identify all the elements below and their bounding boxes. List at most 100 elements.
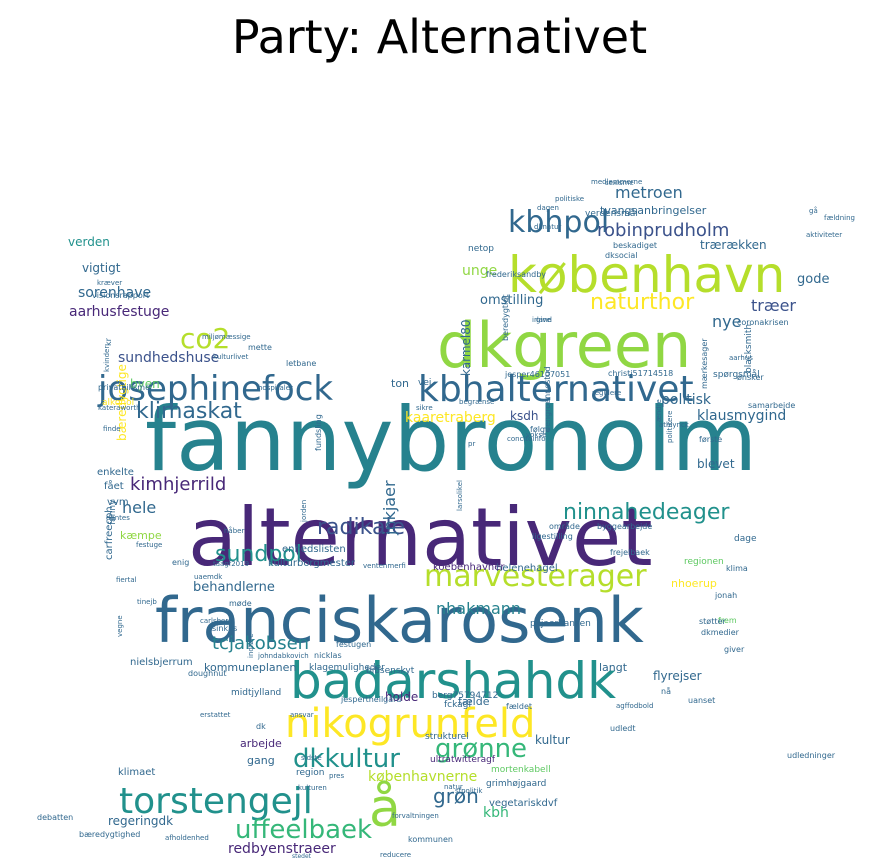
word-5: københavn — [508, 246, 785, 304]
word-83: pkjaerhansen — [530, 619, 591, 629]
word-45: vigtigt — [82, 261, 121, 275]
word-106: beredygtigt — [501, 295, 510, 342]
word-126: letbane — [286, 359, 316, 368]
word-61: langt — [599, 661, 628, 674]
word-140: uaemdk — [194, 573, 223, 581]
word-18: sundpol — [215, 542, 302, 567]
word-158: sidste — [301, 754, 322, 762]
word-8: josephinefock — [97, 369, 333, 409]
word-82: berg75794712 — [432, 691, 498, 701]
word-143: møde — [229, 599, 252, 608]
word-36: aarhusfestuge — [69, 304, 169, 320]
word-113: sexisme — [605, 179, 634, 187]
word-50: karmel80 — [459, 320, 473, 377]
word-27: kimhjerrild — [130, 474, 226, 495]
word-132: kvinder — [103, 346, 111, 372]
word-112: politiske — [555, 195, 584, 203]
word-180: ændre — [655, 399, 663, 422]
word-25: nye — [712, 312, 741, 331]
word-185: fiertal — [116, 576, 137, 584]
word-22: robinprudholm — [597, 220, 729, 241]
word-145: håber — [224, 526, 244, 535]
word-54: bæredygtige — [115, 364, 129, 441]
word-26: klausmygind — [697, 408, 786, 424]
word-97: agffodbold — [616, 702, 653, 710]
word-136: vvm — [107, 497, 129, 508]
word-39: unge — [462, 263, 497, 279]
word-55: regeringdk — [108, 814, 173, 828]
word-171: fældning — [824, 214, 855, 222]
word-2: franciskarosenk — [155, 584, 644, 657]
word-142: johndabkovich — [257, 652, 309, 660]
word-72: vegetariskdvf — [489, 798, 558, 809]
word-3: badarshahdk — [290, 652, 616, 710]
word-9: torstengejl — [119, 781, 313, 822]
word-127: mette — [248, 343, 272, 352]
word-0: fannybroholm — [145, 388, 757, 491]
word-38: omstilling — [480, 293, 543, 308]
word-24: træer — [751, 296, 796, 315]
word-105: mærkesager — [700, 338, 709, 389]
word-102: blacksmith — [744, 324, 754, 373]
word-79: christi51714518 — [608, 369, 673, 378]
word-161: bæredygtighed — [79, 830, 140, 839]
word-155: dk — [256, 722, 266, 731]
word-152: midtjylland — [231, 688, 281, 698]
word-19: ninnahedeager — [563, 500, 730, 525]
word-163: stedet — [292, 853, 312, 860]
word-135: fået — [104, 479, 124, 492]
word-149: sinkbs — [212, 624, 237, 633]
word-170: gå — [809, 206, 818, 215]
word-172: aktiviteter — [806, 231, 842, 239]
word-43: politisk — [661, 392, 712, 408]
word-147: nicklas — [314, 651, 342, 660]
word-6: nikogrunfeld — [285, 701, 535, 747]
word-57: arbejde — [240, 737, 282, 750]
word-154: fældet — [506, 702, 532, 711]
word-28: grøn — [433, 784, 479, 808]
word-134: enkelte — [97, 467, 134, 478]
word-169: udledninger — [787, 751, 836, 760]
word-34: kaaretraberg — [405, 410, 496, 426]
word-178: begrænse — [459, 398, 494, 406]
word-146: klagemuligheder — [309, 663, 385, 673]
word-87: regionen — [684, 557, 724, 567]
word-67: koebenhavner — [433, 562, 505, 573]
word-137: dantes — [106, 514, 130, 522]
word-153: jespertheilgard — [340, 695, 401, 704]
word-108: beskadiget — [613, 241, 657, 250]
word-167: natur — [444, 783, 463, 791]
word-193: erstattet — [200, 711, 231, 719]
word-184: tinejb — [137, 598, 157, 606]
word-107: frederiksandby — [486, 270, 546, 279]
word-86: frejelbaek — [610, 548, 650, 557]
word-4: dkgreen — [437, 309, 691, 382]
word-121: alkohol — [102, 398, 134, 408]
word-192: ventenmerfi — [363, 562, 406, 570]
word-117: give — [536, 316, 551, 324]
word-175: vokse — [526, 431, 546, 439]
word-68: kæmpe — [120, 529, 162, 542]
word-187: festuge — [136, 541, 162, 549]
word-62: nhoerup — [671, 577, 717, 590]
word-164: reducere — [380, 851, 411, 859]
word-15: uffeelbaek — [235, 815, 372, 845]
word-95: nå — [661, 686, 671, 696]
word-138: fanny — [108, 499, 118, 525]
word-103: aarhus — [729, 354, 753, 362]
word-188: fundsling — [314, 414, 323, 451]
word-10: marvesterager — [424, 559, 647, 594]
word-129: kræver — [97, 279, 122, 287]
word-94: giver — [724, 645, 745, 654]
word-66: kulturborgmester — [268, 558, 356, 569]
word-98: udledt — [610, 724, 636, 733]
word-109: dksocial — [605, 251, 638, 260]
word-96: uanset — [688, 696, 715, 705]
word-101: samarbejde — [748, 401, 795, 410]
word-181: politikere — [666, 411, 674, 443]
word-20: naturthor — [590, 290, 695, 315]
word-148: festugen — [336, 640, 371, 649]
word-46: byen — [130, 377, 160, 391]
word-51: trærækken — [700, 238, 767, 252]
